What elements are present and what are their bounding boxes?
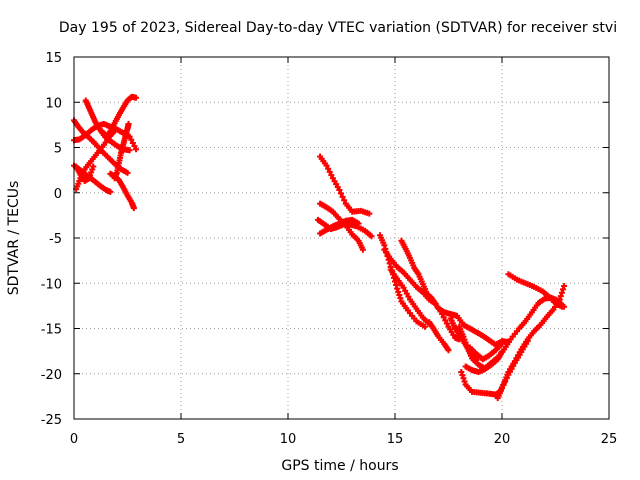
data-point [459, 372, 466, 379]
data-point [502, 378, 509, 385]
data-point [503, 375, 510, 382]
data-point [337, 190, 344, 197]
y-tick-label: 15 [45, 51, 62, 66]
data-point [124, 169, 131, 176]
chart-title: Day 195 of 2023, Sidereal Day-to-day VTE… [59, 20, 617, 36]
data-point [558, 289, 565, 296]
data-point [421, 323, 428, 330]
data-point [133, 146, 140, 153]
data-point [133, 94, 140, 101]
data-point [131, 143, 138, 150]
data-point [90, 163, 97, 170]
data-point [359, 246, 366, 253]
data-point [524, 338, 531, 345]
data-point [366, 210, 373, 217]
data-point [129, 139, 136, 146]
data-point [443, 320, 450, 327]
data-point [393, 282, 400, 289]
data-point [323, 162, 330, 169]
y-tick-label: -10 [41, 277, 62, 292]
data-point [556, 296, 563, 303]
y-axis-label: SDTVAR / TECUs [6, 181, 22, 296]
data-point [561, 282, 568, 289]
data-point [395, 288, 402, 295]
data-point [336, 187, 343, 194]
x-axis-label: GPS time / hours [281, 458, 398, 474]
data-point [558, 303, 565, 310]
data-point [341, 197, 348, 204]
data-point [460, 375, 467, 382]
data-point [355, 220, 362, 227]
data-point [128, 136, 135, 143]
y-tick-label: -25 [41, 413, 62, 428]
data-point [499, 385, 505, 392]
data-point [442, 317, 449, 324]
axis-ticks: 0 5 10 15 20 25 15 10 5 0 -5 -10 -15 -20 -25 [41, 51, 618, 447]
x-tick-label: 25 [601, 432, 618, 447]
y-tick-label: -5 [49, 232, 62, 247]
data-point [396, 292, 403, 299]
y-tick-label: -15 [41, 323, 62, 338]
data-point [328, 172, 335, 179]
data-point [432, 301, 439, 308]
data-point [126, 147, 133, 154]
data-point [397, 295, 404, 302]
data-point [499, 349, 505, 356]
data-point [125, 120, 132, 127]
data-points [71, 93, 568, 402]
data-point [130, 205, 137, 212]
y-tick-label: -20 [41, 368, 62, 383]
x-tick-label: 20 [494, 432, 511, 447]
x-tick-label: 10 [280, 432, 297, 447]
y-tick-label: 10 [45, 96, 62, 111]
data-point [458, 368, 465, 375]
data-point [473, 357, 480, 364]
y-tick-label: 0 [54, 187, 62, 202]
y-tick-label: 5 [54, 142, 62, 157]
data-point [500, 381, 507, 388]
data-point [107, 188, 114, 195]
data-point [557, 293, 564, 300]
data-point [445, 347, 452, 354]
grid-lines [74, 57, 609, 419]
data-point [499, 340, 505, 347]
data-point [325, 165, 332, 172]
data-point [394, 285, 401, 292]
data-point [339, 193, 346, 200]
plot-frame [73, 56, 610, 420]
data-point [461, 378, 468, 385]
x-tick-label: 5 [177, 432, 185, 447]
data-point [559, 286, 566, 293]
x-tick-label: 0 [70, 432, 78, 447]
data-point [368, 233, 375, 240]
data-point [326, 168, 333, 175]
x-tick-label: 15 [387, 432, 404, 447]
